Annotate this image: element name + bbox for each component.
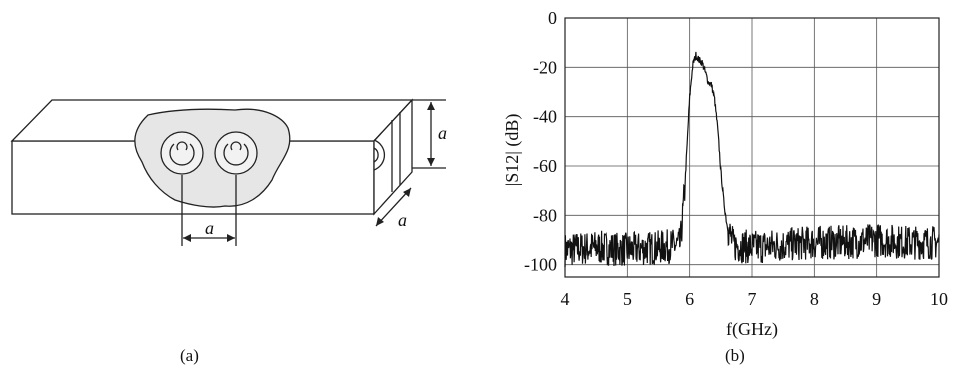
x-axis-label: f(GHz) [726,319,778,340]
resonator-outer-ring [160,131,204,175]
x-tick-label: 10 [930,289,948,309]
y-tick-label: -100 [524,255,557,275]
resonator-inner-ring [169,143,195,166]
x-tick-label: 6 [685,289,694,309]
y-tick-label: -80 [533,205,557,225]
y-tick-label: 0 [548,8,557,28]
resonator-outer-ring [214,131,258,175]
waveguide-end-face [373,98,413,216]
panel-b-caption: (b) [725,346,745,365]
x-tick-label: 9 [872,289,881,309]
spacing-label: a [205,218,214,238]
y-tick-label: -60 [533,156,557,176]
y-axis-label: |S12| (dB) [502,114,523,187]
y-axis-ticks: 0 -20 -40 -60 -80 -100 [524,8,557,275]
x-tick-label: 5 [623,289,632,309]
plot-frame [564,17,940,278]
y-tick-label: -40 [533,107,557,127]
x-tick-label: 8 [810,289,819,309]
y-tick-label: -20 [533,57,557,77]
x-axis-ticks: 4 5 6 7 8 9 10 [561,289,949,309]
s12-chart-panel: 4 5 6 7 8 9 10 0 -20 -40 -60 -80 -100 f(GHz) |S12| … [470,0,954,372]
s12-series-line [564,51,940,268]
waveguide-schematic-drawing: a a a [10,98,447,246]
width-label: a [398,210,407,230]
resonator-inner-ring [223,143,249,166]
s12-chart: 4 5 6 7 8 9 10 0 -20 -40 -60 -80 -100 f(GHz) |S12| … [502,8,949,340]
x-tick-label: 7 [748,289,757,309]
panel-a-caption: (a) [180,346,199,365]
x-tick-label: 4 [561,289,570,309]
waveguide-schematic-panel: a a a [0,0,470,372]
height-label: a [438,123,447,143]
